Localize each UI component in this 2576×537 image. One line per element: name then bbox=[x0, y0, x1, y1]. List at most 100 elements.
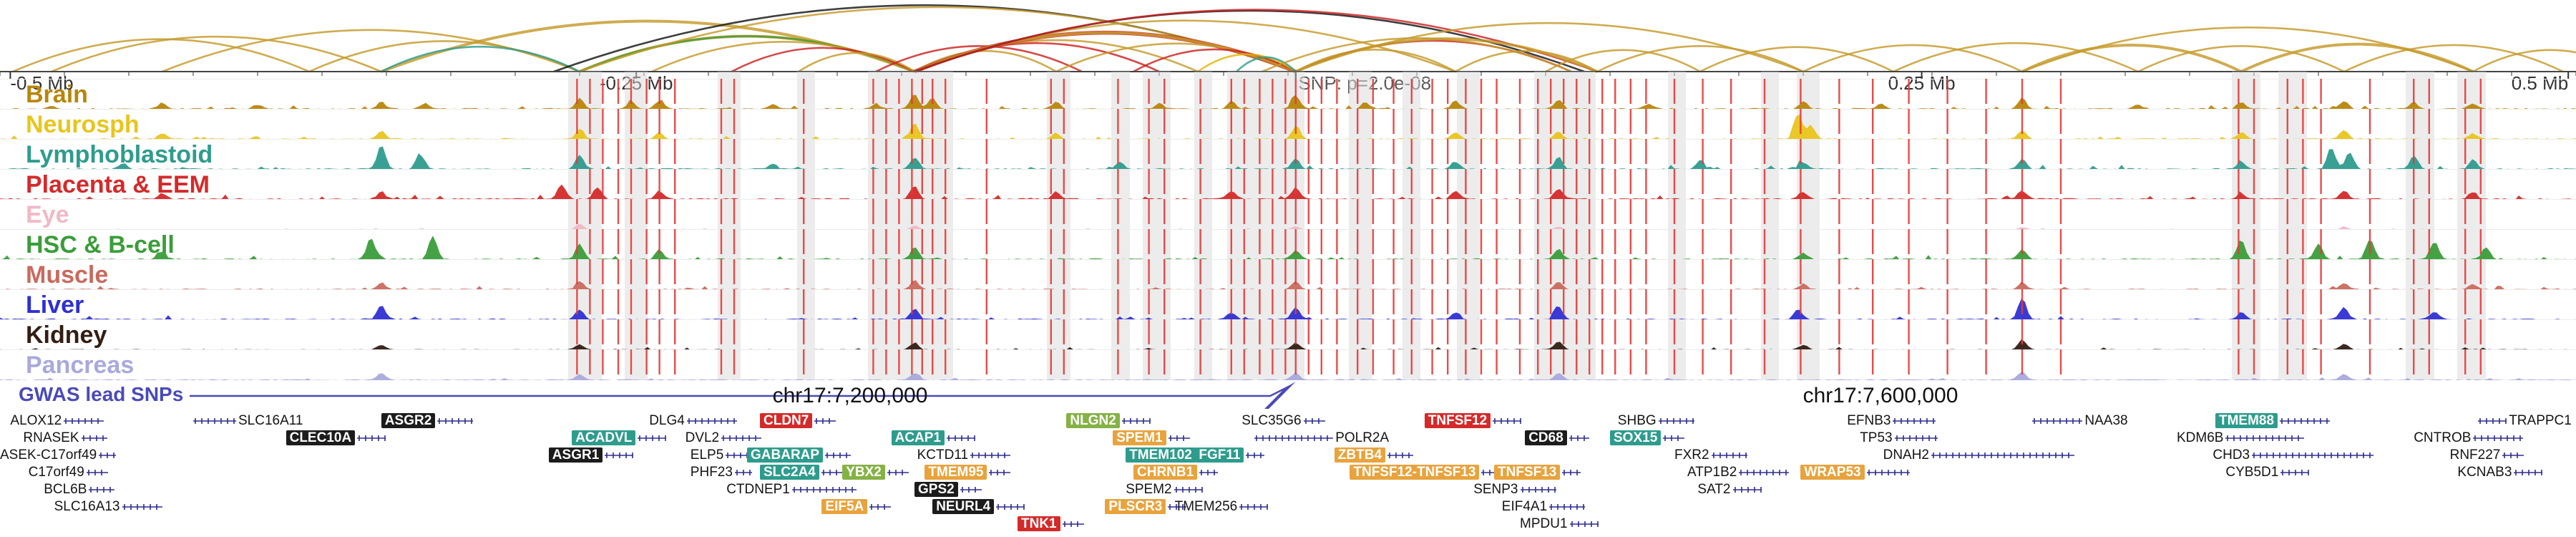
gene-label[interactable]: TMEM102 bbox=[1126, 448, 1196, 463]
gene-label[interactable]: ACADVL bbox=[572, 430, 636, 445]
gene-label[interactable]: TNK1 bbox=[1018, 516, 1060, 531]
signal-plot bbox=[0, 280, 2576, 290]
gene-label[interactable]: TNFSF13 bbox=[1494, 465, 1561, 480]
gene-label[interactable]: TP53 bbox=[1860, 430, 1893, 445]
highlight-band bbox=[1111, 72, 1130, 379]
highlight-band bbox=[2232, 72, 2260, 379]
gene-label[interactable]: CLDN7 bbox=[760, 413, 813, 428]
gene-label[interactable]: ELP5 bbox=[690, 448, 724, 463]
gene-label[interactable]: SOX15 bbox=[1610, 430, 1662, 445]
gene-label[interactable]: RNF227 bbox=[2449, 448, 2501, 463]
highlight-band bbox=[1456, 72, 1480, 379]
gene-entry: CHRNB1 bbox=[1133, 465, 1219, 480]
gene-label[interactable]: TMEM95 bbox=[924, 465, 987, 480]
gene-label[interactable]: CLEC10A bbox=[286, 430, 356, 445]
track-label[interactable]: Brain bbox=[26, 81, 88, 108]
gene-label[interactable]: EIF5A bbox=[821, 499, 868, 514]
gene-label[interactable]: MPDU1 bbox=[1520, 516, 1568, 531]
gene-model-glyph bbox=[1168, 503, 1187, 510]
interaction-arc bbox=[51, 35, 382, 73]
gene-label[interactable]: SLC16A11 bbox=[238, 413, 303, 428]
gene-label[interactable]: ACAP1 bbox=[891, 430, 945, 445]
gene-label[interactable]: NAA38 bbox=[2084, 413, 2128, 428]
gene-label[interactable]: CNTROB bbox=[2414, 430, 2472, 445]
gene-label[interactable]: KDM6B bbox=[2177, 430, 2224, 445]
track-label[interactable]: Lymphoblastoid bbox=[26, 141, 213, 168]
track-label[interactable]: Muscle bbox=[26, 261, 109, 289]
gene-model-glyph bbox=[734, 469, 752, 475]
gene-label[interactable]: ASEK-C17orf49 bbox=[0, 448, 97, 463]
track-label[interactable]: Placenta & EEM bbox=[26, 171, 210, 198]
gene-entry: EIF4A1 bbox=[1501, 499, 1586, 514]
gene-model-glyph bbox=[1520, 486, 1556, 493]
gene-label[interactable]: DLG4 bbox=[649, 413, 685, 428]
gene-label[interactable]: TRAPPC1 bbox=[2509, 413, 2572, 428]
gene-entry: SLC2A4 bbox=[760, 465, 843, 480]
track-label[interactable]: Neurosph bbox=[26, 111, 140, 138]
gene-model-glyph bbox=[1732, 486, 1762, 493]
tissue-track-row: HSC & B-cell bbox=[0, 229, 2576, 260]
gene-label[interactable]: ZBTB4 bbox=[1334, 448, 1386, 463]
gene-entry: RNASEK bbox=[23, 430, 107, 445]
gene-label[interactable]: EIF4A1 bbox=[1501, 499, 1548, 514]
gene-label[interactable]: GPS2 bbox=[914, 482, 958, 497]
gene-label[interactable]: NLGN2 bbox=[1066, 413, 1120, 428]
signal-plot bbox=[0, 95, 2576, 110]
gene-label[interactable]: CHD3 bbox=[2212, 448, 2250, 463]
gene-label[interactable]: SENP3 bbox=[1473, 482, 1518, 497]
gene-model-glyph bbox=[1663, 435, 1685, 441]
track-label[interactable]: Pancreas bbox=[26, 352, 135, 379]
gene-label[interactable]: WRAP53 bbox=[1800, 465, 1865, 480]
gene-label[interactable]: SPEM1 bbox=[1113, 430, 1166, 445]
gene-label[interactable]: GABARAP bbox=[747, 448, 824, 463]
gene-label[interactable]: KCNAB3 bbox=[2457, 465, 2512, 480]
gene-label[interactable]: DNAH2 bbox=[1883, 448, 1929, 463]
track-label[interactable]: Kidney bbox=[26, 321, 107, 349]
gene-label[interactable]: KCTD11 bbox=[917, 448, 969, 463]
tissue-track-row: Brain bbox=[0, 79, 2576, 110]
interaction-arc bbox=[381, 45, 580, 73]
gene-label[interactable]: CD68 bbox=[1525, 430, 1567, 445]
gene-label[interactable]: DVL2 bbox=[685, 430, 720, 445]
gene-label[interactable]: RNASEK bbox=[23, 430, 79, 445]
track-label[interactable]: Liver bbox=[26, 291, 84, 319]
gwas-lead-snps-label: GWAS lead SNPs bbox=[19, 383, 184, 405]
gene-entry: EIF5A bbox=[821, 499, 892, 514]
gene-label[interactable]: ASGR1 bbox=[548, 448, 603, 463]
gene-label[interactable]: TMEM88 bbox=[2215, 413, 2278, 428]
gene-label[interactable]: CTDNEP1 bbox=[726, 482, 790, 497]
gene-label[interactable]: SHBG bbox=[1617, 413, 1657, 428]
gene-label[interactable]: PHF23 bbox=[690, 465, 733, 480]
gene-label[interactable]: ASGR2 bbox=[381, 413, 436, 428]
gene-model-glyph bbox=[2032, 417, 2083, 424]
gene-label[interactable]: TNFSF12 bbox=[1424, 413, 1491, 428]
gene-label[interactable]: YBX2 bbox=[842, 465, 885, 480]
gene-entry: PHF23 bbox=[691, 465, 752, 480]
gene-label[interactable]: FXR2 bbox=[1674, 448, 1709, 463]
highlight-band bbox=[1760, 72, 1779, 379]
gene-label[interactable]: CHRNB1 bbox=[1133, 465, 1198, 480]
gene-annotation-track: ALOX12 SLC16A11 ASGR2 DLG4 CLDN7 NLGN2 SLC35G6… bbox=[0, 412, 2576, 537]
track-label[interactable]: HSC & B-cell bbox=[26, 231, 175, 258]
gene-entry: CTDNEP1 bbox=[726, 482, 857, 497]
gene-label[interactable]: TNFSF12-TNFSF13 bbox=[1350, 465, 1480, 480]
gene-label[interactable]: SLC2A4 bbox=[760, 465, 819, 480]
gene-label[interactable]: ALOX12 bbox=[10, 413, 62, 428]
gene-model-glyph bbox=[1387, 452, 1414, 458]
gene-label[interactable]: NEURL4 bbox=[932, 499, 995, 514]
gene-label[interactable]: SLC16A13 bbox=[54, 499, 120, 514]
gene-label[interactable]: C17orf49 bbox=[28, 465, 84, 480]
gene-label[interactable]: SAT2 bbox=[1697, 482, 1731, 497]
gene-label[interactable]: BCL6B bbox=[44, 482, 87, 497]
gene-label[interactable]: TMEM256 bbox=[1174, 499, 1238, 514]
gene-label[interactable]: POLR2A bbox=[1335, 430, 1390, 445]
gene-label[interactable]: EFNB3 bbox=[1847, 413, 1891, 428]
gene-label[interactable]: FGF11 bbox=[1195, 448, 1244, 463]
gene-label[interactable]: SLC35G6 bbox=[1241, 413, 1302, 428]
gene-label[interactable]: ATP1B2 bbox=[1687, 465, 1737, 480]
gene-label[interactable]: SPEM2 bbox=[1126, 482, 1172, 497]
gene-label[interactable]: PLSCR3 bbox=[1105, 499, 1166, 514]
track-label[interactable]: Eye bbox=[26, 201, 69, 228]
gene-label[interactable]: CYB5D1 bbox=[2225, 465, 2279, 480]
interaction-arc bbox=[1055, 42, 1297, 73]
